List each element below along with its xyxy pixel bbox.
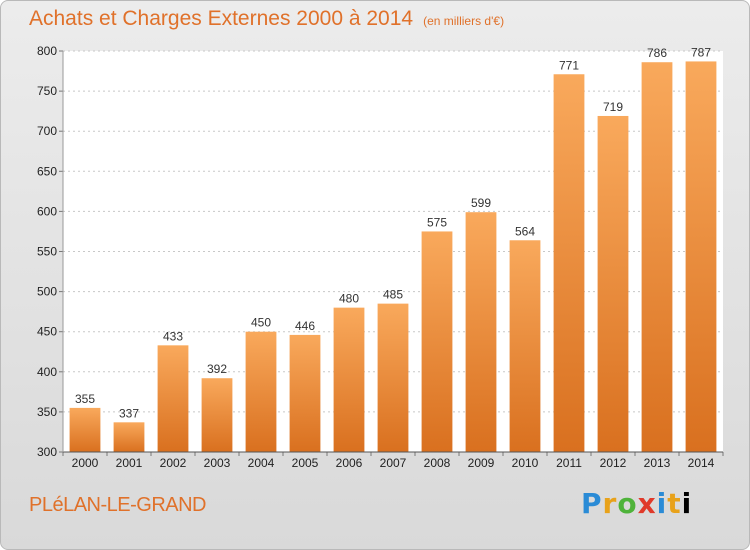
value-label-2009: 599 (471, 196, 491, 210)
x-tick-label-2001: 2001 (116, 456, 143, 470)
bar-2003 (201, 378, 233, 452)
x-tick-label-2013: 2013 (644, 456, 671, 470)
value-label-2012: 719 (603, 100, 623, 114)
y-tick-label: 500 (37, 285, 57, 299)
bar-2001 (113, 422, 145, 452)
y-tick-label: 450 (37, 325, 57, 339)
x-tick-label-2004: 2004 (248, 456, 275, 470)
x-tick-label-2012: 2012 (600, 456, 627, 470)
value-label-2005: 446 (295, 319, 315, 333)
bar-2004 (245, 331, 277, 452)
y-tick-label: 400 (37, 365, 57, 379)
bar-2008 (421, 231, 453, 452)
x-tick-label-2002: 2002 (160, 456, 187, 470)
bar-2007 (377, 303, 409, 452)
value-label-2007: 485 (383, 288, 403, 302)
value-label-2000: 355 (75, 392, 95, 406)
x-tick-label-2006: 2006 (336, 456, 363, 470)
chart-title: Achats et Charges Externes 2000 à 2014 (29, 7, 414, 30)
y-tick-label: 650 (37, 164, 57, 178)
bar-2011 (553, 74, 585, 453)
bars (69, 61, 717, 453)
title-line: Achats et Charges Externes 2000 à 2014 (e… (29, 7, 504, 31)
value-label-2001: 337 (119, 406, 139, 420)
value-label-2004: 450 (251, 316, 271, 330)
value-label-2008: 575 (427, 215, 447, 229)
value-label-2010: 564 (515, 224, 535, 238)
bar-2000 (69, 407, 101, 452)
value-labels: 355 337 433 392 450 446 480 485 575 599 564 771 719 7… (75, 45, 711, 420)
proxiti-logo: Proxiti (581, 487, 693, 520)
x-tick-label-2008: 2008 (424, 456, 451, 470)
bar-2010 (509, 240, 541, 452)
y-tick-label: 600 (37, 204, 57, 218)
x-tick-label-2009: 2009 (468, 456, 495, 470)
x-tick-label-2011: 2011 (556, 456, 582, 470)
value-label-2002: 433 (163, 329, 183, 343)
y-tick-label: 800 (37, 44, 57, 58)
bar-2002 (157, 345, 189, 452)
bar-2005 (289, 334, 321, 452)
x-tick-label-2014: 2014 (688, 456, 715, 470)
value-label-2006: 480 (339, 292, 359, 306)
bar-2012 (597, 115, 629, 452)
value-label-2014: 787 (691, 45, 711, 59)
x-tick-label-2000: 2000 (72, 456, 99, 470)
bar-2006 (333, 307, 365, 452)
value-label-2013: 786 (647, 46, 667, 60)
y-tick-label: 550 (37, 245, 57, 259)
x-tick-label-2003: 2003 (204, 456, 231, 470)
y-tick-label: 300 (37, 445, 57, 459)
x-axis-ticks: 2000 2001 2002 2003 2004 2005 2006 2007 2008 2009… (62, 452, 724, 470)
y-tick-label: 750 (37, 84, 57, 98)
value-label-2003: 392 (207, 362, 227, 376)
value-label-2011: 771 (559, 58, 579, 72)
x-tick-label-2007: 2007 (380, 456, 407, 470)
bar-2009 (465, 212, 497, 452)
chart-unit: (en milliers d'€) (423, 14, 505, 28)
y-axis-ticks: 300 350 400 450 500 550 600 650 700 750 800 (37, 44, 63, 459)
commune-name: PLéLAN-LE-GRAND (29, 494, 207, 516)
y-tick-label: 700 (37, 124, 57, 138)
y-tick-label: 350 (37, 405, 57, 419)
bar-2014 (685, 61, 717, 453)
bar-2013 (641, 62, 673, 453)
x-tick-label-2005: 2005 (292, 456, 319, 470)
x-tick-label-2010: 2010 (512, 456, 539, 470)
